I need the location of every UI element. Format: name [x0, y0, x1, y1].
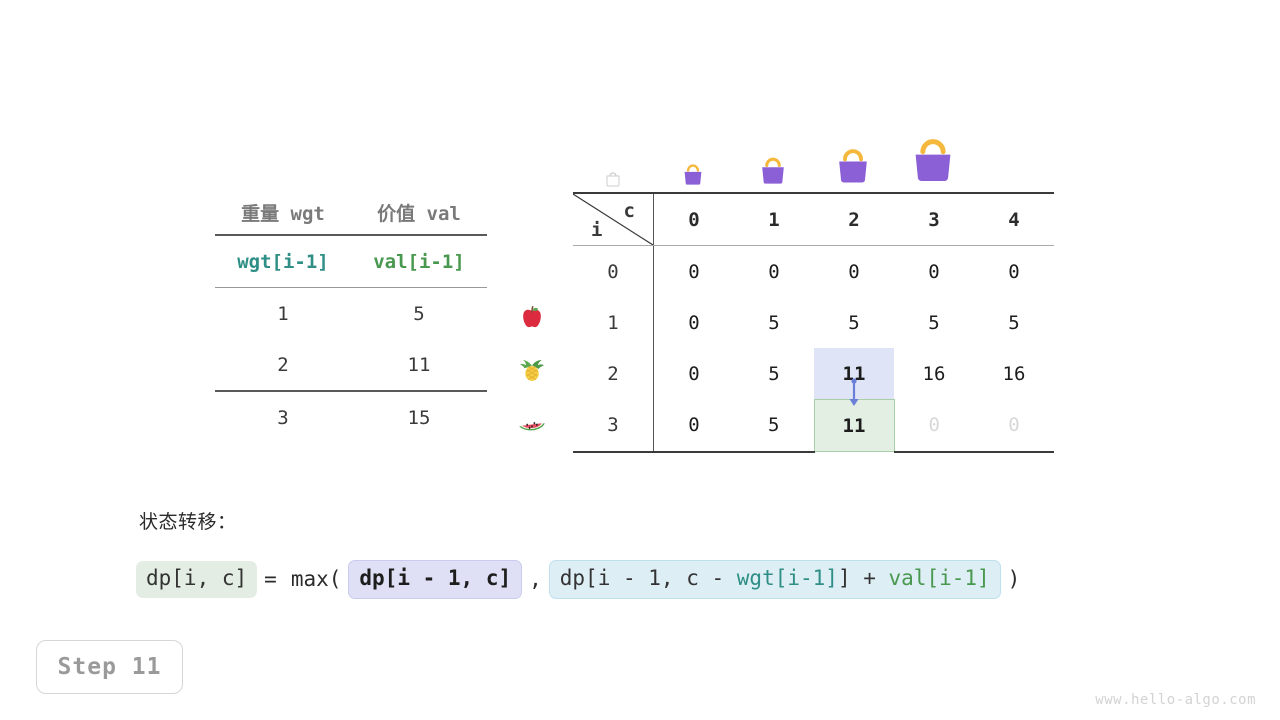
table-row: 3 0 5 11 0 0 [573, 399, 1054, 453]
dp-corner-row-label: i [591, 219, 603, 241]
dp-bag-icon-row [573, 120, 1054, 188]
table-row: 0 0 0 0 0 0 [573, 245, 1054, 297]
bag-icon-2 [733, 120, 813, 188]
step-badge: Step 11 [36, 640, 183, 694]
transition-label: 状态转移： [139, 511, 237, 533]
dp-cell-2-0: 0 [688, 362, 700, 385]
transition-arrow [846, 378, 862, 408]
formula-arg-no-take: dp[i - 1, c] [348, 560, 523, 599]
dp-col-header-0: 0 [653, 192, 734, 246]
bag-icon-1 [653, 120, 733, 188]
dp-cell-0-2: 0 [848, 260, 860, 283]
table-row: 2 0 5 11 16 16 [573, 348, 1054, 400]
formula-arg-take-mid: ] + [837, 566, 889, 590]
dp-cell-1-0: 0 [688, 311, 700, 334]
watermark: www.hello-algo.com [1095, 692, 1256, 708]
bag-icon-empty [573, 120, 653, 188]
dp-cell-3-4: 0 [974, 399, 1054, 453]
item-weight-1: 1 [277, 302, 289, 325]
formula-token-val: val[i-1] [888, 566, 990, 590]
item-value-1: 5 [413, 302, 425, 325]
dp-cell-1-2: 5 [848, 311, 860, 334]
dp-col-header-2: 2 [814, 192, 894, 246]
items-symbol-row: wgt[i-1] val[i-1] [215, 235, 487, 288]
items-table-header-row: 重量 wgt 价值 val [215, 190, 487, 236]
items-header-value: 价值 val [351, 190, 487, 236]
dp-cell-1-4: 5 [1008, 311, 1020, 334]
table-row: 3 15 [215, 390, 487, 443]
dp-header-row: c i 0 1 2 3 4 [573, 192, 1054, 246]
dp-cell-1-3: 5 [928, 311, 940, 334]
items-table: 重量 wgt 价值 val wgt[i-1] val[i-1] 1 5 2 11… [215, 190, 487, 443]
table-row: 2 11 [215, 339, 487, 391]
dp-col-header-1: 1 [734, 192, 814, 246]
formula-comma: , [529, 567, 542, 591]
dp-row-header-3: 3 [573, 399, 654, 453]
dp-cell-3-2: 11 [813, 399, 895, 452]
dp-cell-1-1: 5 [768, 311, 780, 334]
symbol-wgt: wgt[i-1] [215, 235, 351, 288]
item-weight-2: 2 [277, 353, 289, 376]
items-header-weight: 重量 wgt [215, 190, 351, 236]
fruit-icon-column [508, 292, 556, 445]
dp-cell-0-1: 0 [768, 260, 780, 283]
dp-cell-3-0: 0 [653, 399, 734, 453]
apple-icon [508, 292, 556, 343]
table-row: 1 0 5 5 5 5 [573, 297, 1054, 348]
item-weight-3: 3 [215, 390, 351, 443]
formula-close-paren: ) [1007, 567, 1021, 591]
item-value-2: 11 [407, 353, 431, 376]
dp-table: c i 0 1 2 3 4 0 0 0 0 0 0 1 [573, 192, 1054, 453]
watermelon-icon [508, 394, 556, 445]
formula-arg-take: dp[i - 1, c - wgt[i-1]] + val[i-1] [548, 560, 1001, 599]
dp-cell-0-3: 0 [928, 260, 940, 283]
transition-formula: dp[i, c] = max( dp[i - 1, c] , dp[i - 1,… [136, 560, 1027, 599]
item-value-3: 15 [351, 390, 487, 443]
dp-cell-3-3: 0 [894, 399, 974, 453]
bag-icon-4 [893, 120, 973, 188]
bag-icon-3 [813, 120, 893, 188]
dp-corner-col-label: c [623, 200, 635, 222]
dp-col-header-3: 3 [894, 192, 974, 246]
dp-row-header-2: 2 [573, 348, 654, 400]
dp-corner-cell: c i [573, 192, 654, 246]
dp-row-header-0: 0 [573, 245, 654, 297]
formula-token-wgt: wgt[i-1] [736, 566, 838, 590]
dp-cell-0-4: 0 [1008, 260, 1020, 283]
dp-cell-2-1: 5 [768, 362, 780, 385]
dp-cell-3-1: 5 [734, 399, 814, 453]
table-row: 1 5 [215, 288, 487, 340]
formula-arg-take-prefix: dp[i - 1, c - [559, 566, 737, 590]
formula-lhs: dp[i, c] [136, 561, 258, 598]
pineapple-icon [508, 343, 556, 394]
dp-cell-2-3: 16 [922, 362, 946, 385]
symbol-val: val[i-1] [351, 235, 487, 288]
dp-cell-2-4: 16 [1002, 362, 1026, 385]
dp-row-header-1: 1 [573, 297, 654, 348]
formula-max-open: max( [290, 567, 342, 591]
formula-equals: = [264, 567, 277, 591]
dp-cell-0-0: 0 [688, 260, 700, 283]
dp-col-header-4: 4 [974, 192, 1054, 246]
